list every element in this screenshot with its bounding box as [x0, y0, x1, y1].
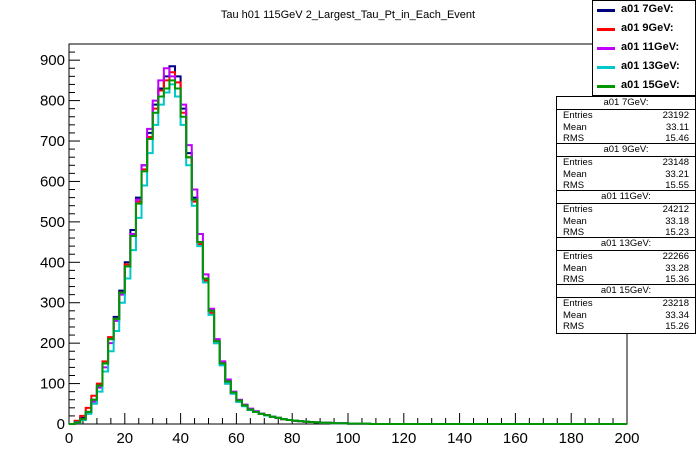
stats-box-11gev: a01 11GeV: Entries 24212 Mean 33.18 RMS 15.…	[556, 190, 696, 240]
stats-key: Mean	[563, 168, 587, 180]
legend-entry-9gev: a01 9GeV:	[593, 20, 695, 39]
legend-entry-15gev: a01 15GeV:	[593, 77, 695, 96]
stats-entries: 22266	[662, 251, 689, 262]
stats-key: RMS	[563, 133, 585, 144]
legend-label-13gev: a01 13GeV:	[621, 60, 680, 72]
stats-mean: 33.18	[665, 215, 689, 227]
stats-key: Entries	[563, 298, 593, 309]
y-tick-label: 0	[57, 416, 65, 433]
stats-title: a01 9GeV:	[557, 144, 695, 157]
axes: 0 20 40 60 80 100 120 140 160 180 200 0 100 200 300 400…	[40, 43, 640, 447]
legend-line-7gev	[597, 9, 615, 12]
stats-mean: 33.11	[665, 121, 689, 133]
stats-key: Mean	[563, 215, 587, 227]
x-tick-label: 60	[228, 430, 245, 447]
stats-entries: 23192	[662, 110, 689, 121]
stats-rms: 15.36	[665, 274, 689, 285]
legend-entry-13gev: a01 13GeV:	[593, 58, 695, 77]
stats-title: a01 13GeV:	[557, 238, 695, 251]
stats-entries: 23148	[662, 157, 689, 168]
legend-label-9gev: a01 9GeV:	[621, 22, 674, 34]
stats-box-15gev: a01 15GeV: Entries 23218 Mean 33.34 RMS 15.…	[556, 284, 696, 334]
legend-entry-7gev: a01 7GeV:	[593, 1, 695, 20]
legend-line-11gev	[597, 47, 615, 50]
x-tick-label: 0	[65, 430, 73, 447]
x-tick-label: 20	[116, 430, 133, 447]
x-tick-label: 80	[284, 430, 301, 447]
stats-box-9gev: a01 9GeV: Entries 23148 Mean 33.21 RMS 15.5…	[556, 143, 696, 193]
legend-line-13gev	[597, 66, 615, 69]
stats-rms: 15.26	[665, 321, 689, 332]
stats-entries: 23218	[662, 298, 689, 309]
x-tick-label: 120	[391, 430, 416, 447]
y-tick-label: 500	[40, 214, 65, 231]
histogram-series-5	[69, 79, 627, 425]
stats-box-13gev: a01 13GeV: Entries 22266 Mean 33.28 RMS 15.…	[556, 237, 696, 287]
legend-label-11gev: a01 11GeV:	[621, 41, 680, 53]
stats-rms: 15.55	[665, 180, 689, 191]
legend-entry-11gev: a01 11GeV:	[593, 39, 695, 58]
legend-label-15gev: a01 15GeV:	[621, 79, 680, 91]
legend: a01 7GeV: a01 9GeV: a01 11GeV: a01 13GeV…	[592, 0, 696, 96]
y-tick-label: 200	[40, 335, 65, 352]
stats-entries: 24212	[662, 204, 689, 215]
y-tick-label: 100	[40, 376, 65, 393]
stats-mean: 33.21	[665, 168, 689, 180]
legend-label-7gev: a01 7GeV:	[621, 3, 674, 15]
stats-title: a01 7GeV:	[557, 97, 695, 110]
y-tick-label: 800	[40, 93, 65, 110]
stats-key: Entries	[563, 204, 593, 215]
x-tick-label: 140	[447, 430, 472, 447]
stats-mean: 33.28	[665, 262, 689, 274]
x-tick-label: 100	[335, 430, 360, 447]
stats-key: Entries	[563, 251, 593, 262]
y-tick-label: 700	[40, 133, 65, 150]
legend-line-9gev	[597, 28, 615, 31]
stats-title: a01 11GeV:	[557, 191, 695, 204]
y-tick-label: 400	[40, 254, 65, 271]
x-tick-label: 180	[559, 430, 584, 447]
stats-key: Entries	[563, 110, 593, 121]
stats-key: RMS	[563, 321, 585, 332]
stats-box-7gev: a01 7GeV: Entries 23192 Mean 33.11 RMS 15.4…	[556, 96, 696, 146]
legend-line-15gev	[597, 85, 615, 88]
stats-key: Mean	[563, 309, 587, 321]
histogram-curves	[69, 65, 627, 425]
stats-key: Mean	[563, 262, 587, 274]
stats-rms: 15.23	[665, 227, 689, 238]
stats-key: Entries	[563, 157, 593, 168]
stats-key: RMS	[563, 274, 585, 285]
stats-title: a01 15GeV:	[557, 285, 695, 298]
y-tick-label: 900	[40, 52, 65, 69]
stats-rms: 15.46	[665, 133, 689, 144]
x-tick-label: 200	[614, 430, 639, 447]
stats-mean: 33.34	[665, 309, 689, 321]
x-tick-label: 40	[172, 430, 189, 447]
stats-key: RMS	[563, 180, 585, 191]
stats-key: RMS	[563, 227, 585, 238]
y-tick-label: 300	[40, 295, 65, 312]
x-tick-label: 160	[503, 430, 528, 447]
y-tick-label: 600	[40, 173, 65, 190]
stats-key: Mean	[563, 121, 587, 133]
chart-title: Tau h01 115GeV 2_Largest_Tau_Pt_in_Each_…	[220, 9, 476, 21]
